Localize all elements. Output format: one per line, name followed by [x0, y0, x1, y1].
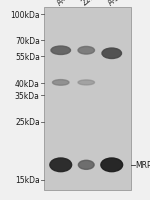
Text: A-549: A-549	[106, 0, 129, 7]
Ellipse shape	[50, 158, 72, 172]
Text: A-431: A-431	[55, 0, 78, 7]
Text: 70kDa: 70kDa	[15, 37, 40, 45]
Ellipse shape	[78, 47, 94, 55]
Ellipse shape	[78, 160, 94, 170]
Text: 100kDa: 100kDa	[10, 11, 40, 19]
Text: 35kDa: 35kDa	[15, 92, 40, 100]
Ellipse shape	[51, 47, 70, 55]
Text: MRPL12: MRPL12	[136, 161, 150, 169]
Text: 25kDa: 25kDa	[15, 118, 40, 126]
Ellipse shape	[101, 158, 123, 172]
Ellipse shape	[102, 49, 122, 59]
Text: 40kDa: 40kDa	[15, 80, 40, 88]
Ellipse shape	[52, 80, 69, 86]
FancyBboxPatch shape	[44, 8, 131, 190]
Ellipse shape	[78, 80, 94, 86]
Text: 15kDa: 15kDa	[15, 176, 40, 184]
Text: 55kDa: 55kDa	[15, 53, 40, 61]
Text: 22Rv1: 22Rv1	[80, 0, 105, 7]
